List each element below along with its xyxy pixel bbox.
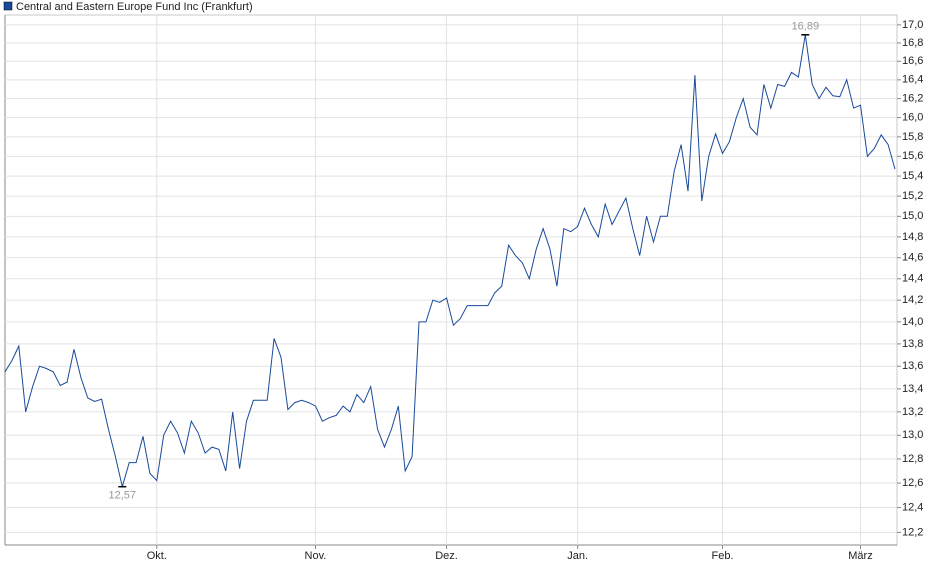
y-tick-label: 14,0 [902, 316, 923, 328]
x-tick-label: Feb. [712, 550, 734, 562]
y-tick-label: 13,0 [902, 429, 923, 441]
y-tick-label: 17,0 [902, 19, 923, 31]
y-tick-label: 12,2 [902, 526, 923, 538]
y-tick-label: 15,8 [902, 131, 923, 143]
value-label: 16,89 [792, 21, 820, 33]
x-tick-label: Okt. [147, 550, 167, 562]
y-tick-label: 15,6 [902, 150, 923, 162]
legend-label: Central and Eastern Europe Fund Inc (Fra… [16, 1, 253, 13]
y-tick-label: 13,8 [902, 338, 923, 350]
x-tick-label: Nov. [305, 550, 327, 562]
legend-swatch [3, 1, 13, 11]
y-tick-label: 14,2 [902, 294, 923, 306]
y-tick-label: 12,8 [902, 453, 923, 465]
value-label: 12,57 [109, 490, 137, 502]
y-tick-label: 16,4 [902, 74, 923, 86]
y-tick-label: 15,0 [902, 210, 923, 222]
plot-frame [4, 14, 898, 546]
y-tick-label: 15,4 [902, 170, 923, 182]
y-tick-label: 13,6 [902, 360, 923, 372]
x-tick-label: Dez. [435, 550, 458, 562]
y-tick-label: 12,4 [902, 501, 923, 513]
y-tick-label: 13,4 [902, 383, 923, 395]
y-tick-label: 13,2 [902, 406, 923, 418]
x-tick-label: Jan. [567, 550, 588, 562]
y-tick-label: 12,6 [902, 477, 923, 489]
y-tick-label: 16,0 [902, 112, 923, 124]
y-tick-label: 14,8 [902, 231, 923, 243]
y-tick-label: 14,4 [902, 273, 923, 285]
price-line [4, 34, 896, 487]
y-tick-label: 16,6 [902, 55, 923, 67]
y-tick-label: 15,2 [902, 190, 923, 202]
y-tick-label: 16,2 [902, 93, 923, 105]
y-tick-label: 16,8 [902, 37, 923, 49]
x-tick-label: März [848, 550, 872, 562]
y-tick-label: 14,6 [902, 252, 923, 264]
